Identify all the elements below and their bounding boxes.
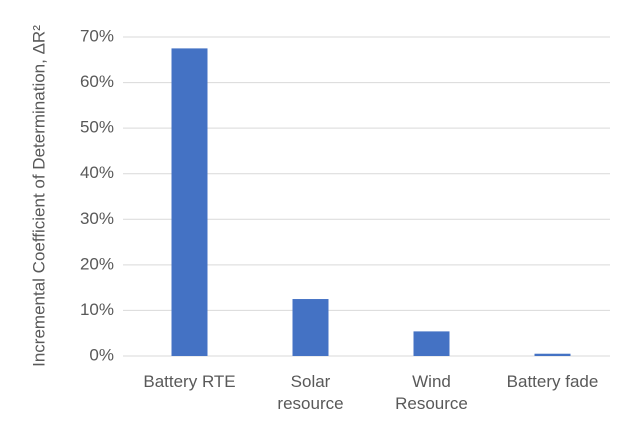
y-tick-label: 40% [80,163,114,182]
x-tick-label: Wind Resource [395,372,468,413]
y-tick-label: 70% [80,26,114,45]
y-axis-label: Incremental Coefficient of Determination… [29,25,48,367]
bar [292,299,329,356]
y-tick-label: 0% [89,345,114,364]
bar [171,48,208,357]
bar [534,353,571,356]
y-tick-label: 60% [80,72,114,91]
x-tick-label: Solar resource [277,372,344,413]
x-tick-label: Battery RTE [143,372,236,391]
y-tick-label: 10% [80,300,114,319]
y-tick-label: 30% [80,209,114,228]
bar [413,331,450,356]
y-tick-label: 50% [80,118,114,137]
x-tick-label: Battery fade [506,372,599,391]
y-tick-label: 20% [80,254,114,273]
